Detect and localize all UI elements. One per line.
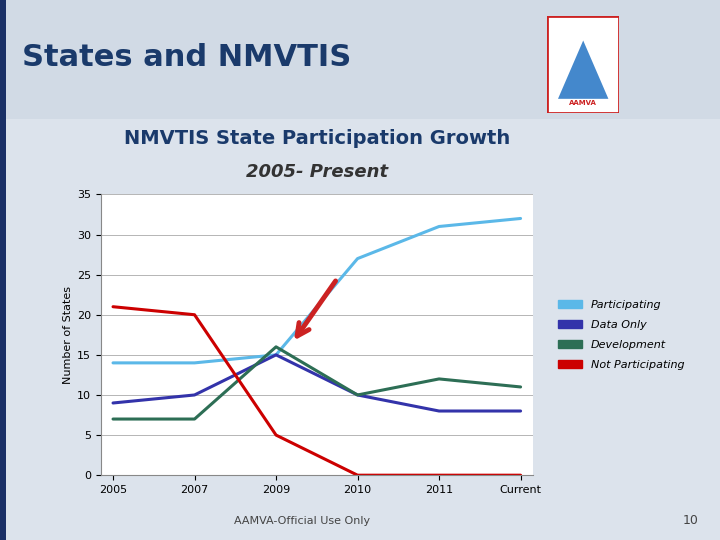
Legend: Participating, Data Only, Development, Not Participating: Participating, Data Only, Development, N…: [556, 298, 687, 372]
Bar: [0, 0, 6, 119]
Text: 2005- Present: 2005- Present: [246, 163, 388, 181]
Bar: [0, 119, 6, 540]
Text: AAMVA: AAMVA: [570, 99, 597, 106]
Text: States and NMVTIS: States and NMVTIS: [22, 43, 351, 71]
Text: AAMVA-Official Use Only: AAMVA-Official Use Only: [234, 516, 371, 526]
Polygon shape: [558, 40, 608, 99]
Y-axis label: Number of States: Number of States: [63, 286, 73, 384]
Text: NMVTIS State Participation Growth: NMVTIS State Participation Growth: [124, 130, 510, 148]
Text: 10: 10: [683, 514, 698, 526]
